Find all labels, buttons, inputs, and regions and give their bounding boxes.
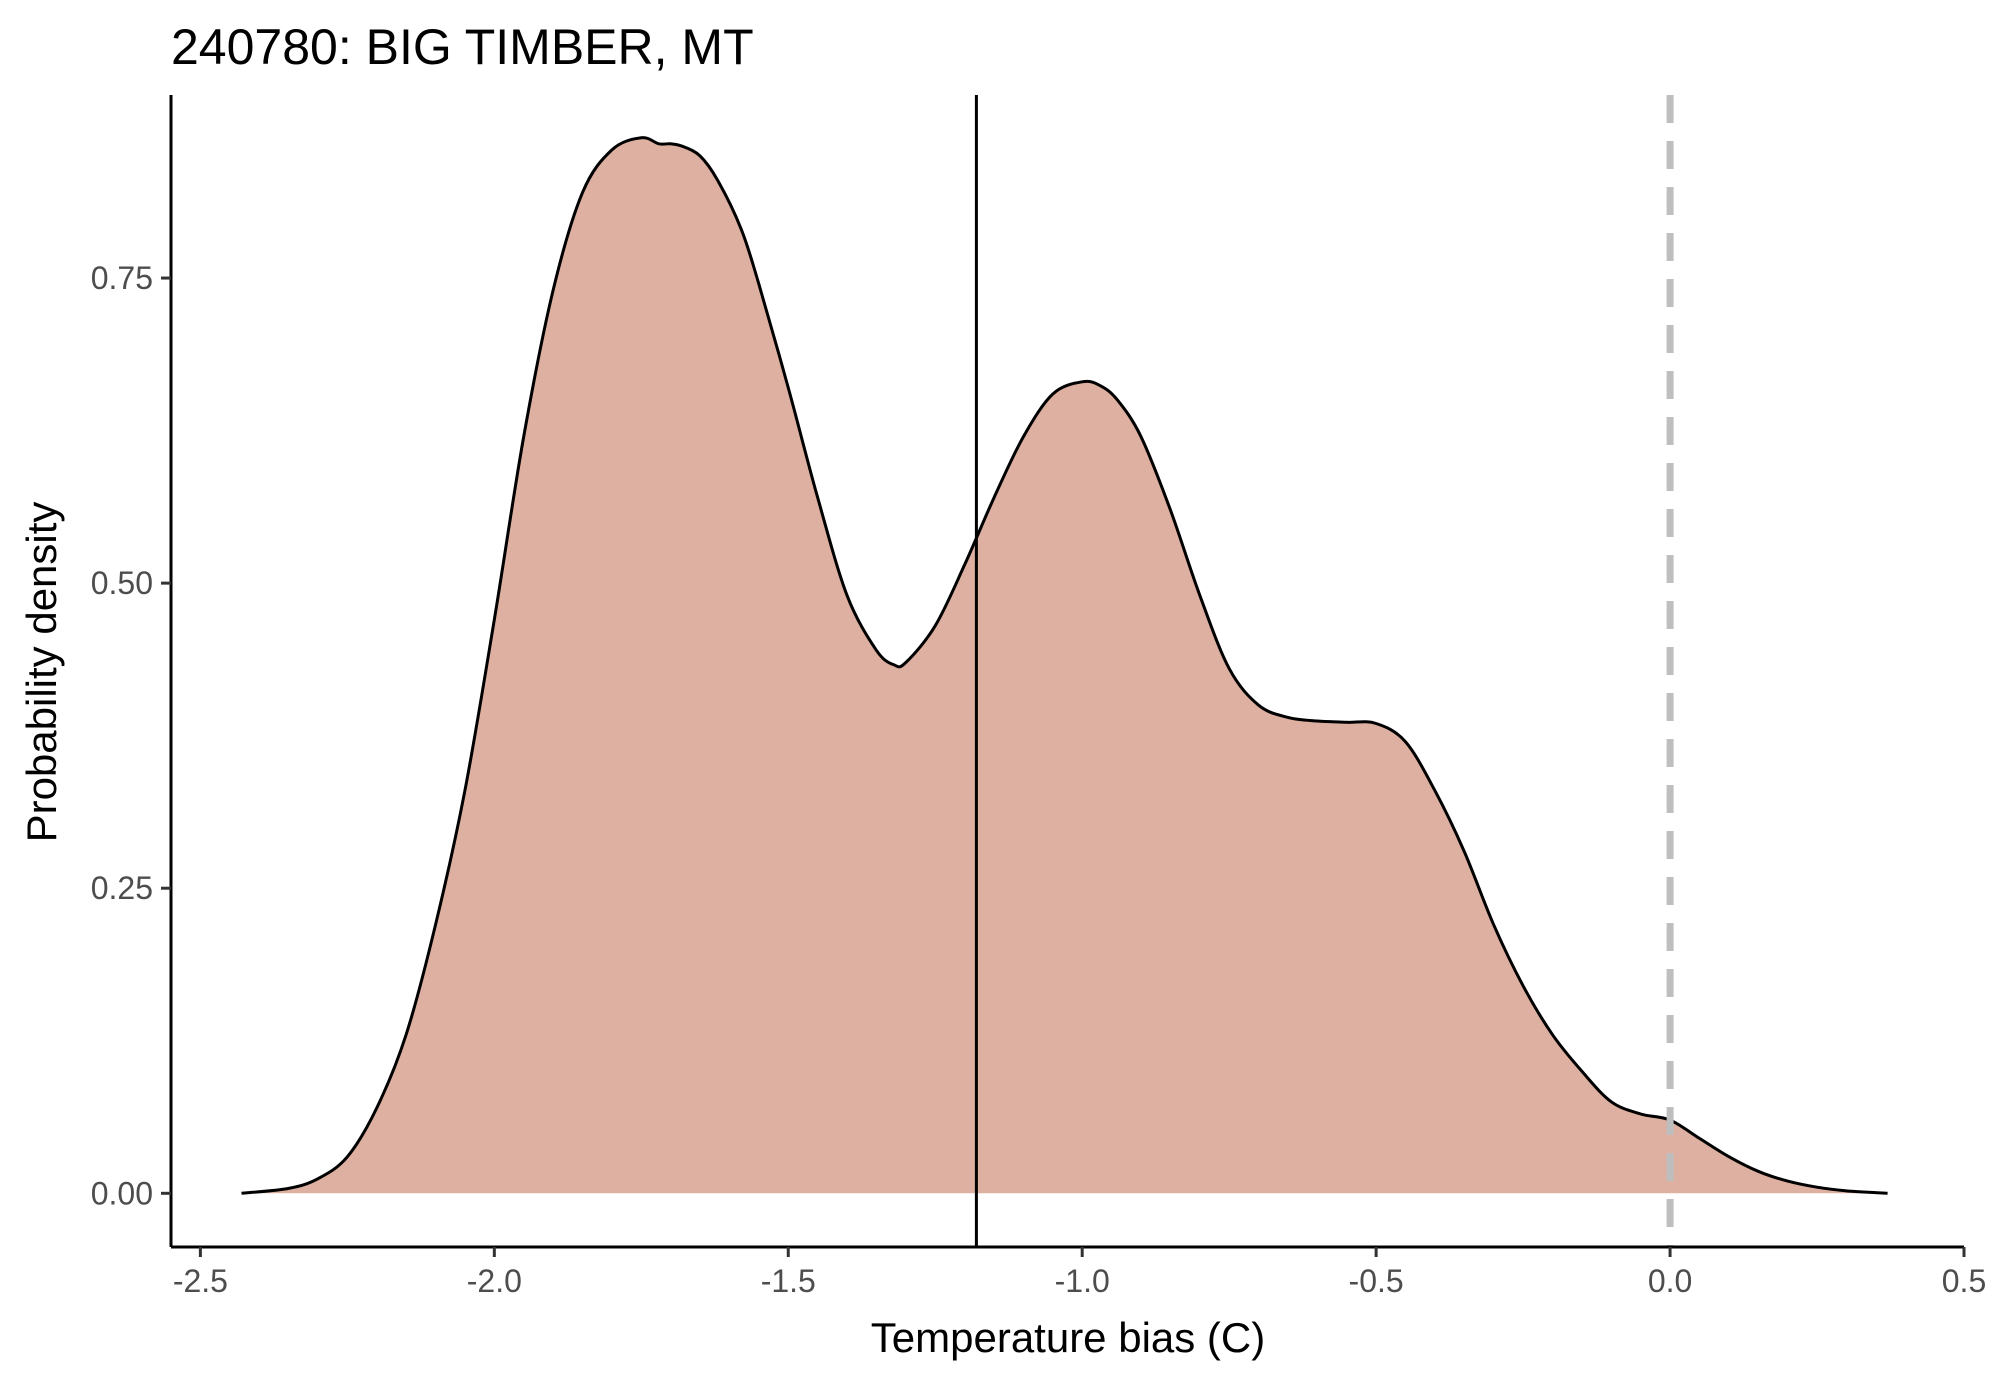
y-tick-label: 0.75 — [91, 260, 153, 296]
y-tick-label: 0.00 — [91, 1175, 153, 1211]
x-tick-label: 0.5 — [1942, 1263, 1986, 1299]
x-tick-label: -1.5 — [761, 1263, 816, 1299]
y-tick-label: 0.25 — [91, 870, 153, 906]
y-tick-label: 0.50 — [91, 565, 153, 601]
chart-title: 240780: BIG TIMBER, MT — [171, 19, 754, 75]
y-axis-title: Probability density — [18, 502, 65, 843]
x-tick-label: -0.5 — [1349, 1263, 1404, 1299]
x-tick-label: -1.0 — [1055, 1263, 1110, 1299]
density-line — [241, 136, 1888, 1195]
density-area — [241, 137, 1888, 1194]
plot-area — [241, 95, 1888, 1247]
x-tick-label: 0.0 — [1648, 1263, 1692, 1299]
x-axis-title: Temperature bias (C) — [871, 1314, 1265, 1361]
x-tick-label: -2.0 — [467, 1263, 522, 1299]
x-tick-label: -2.5 — [173, 1263, 228, 1299]
axes: -2.5 -2.0 -1.5 -1.0 -0.5 0.0 0.5 0.00 0.25 0.50 0.… — [91, 95, 1986, 1299]
